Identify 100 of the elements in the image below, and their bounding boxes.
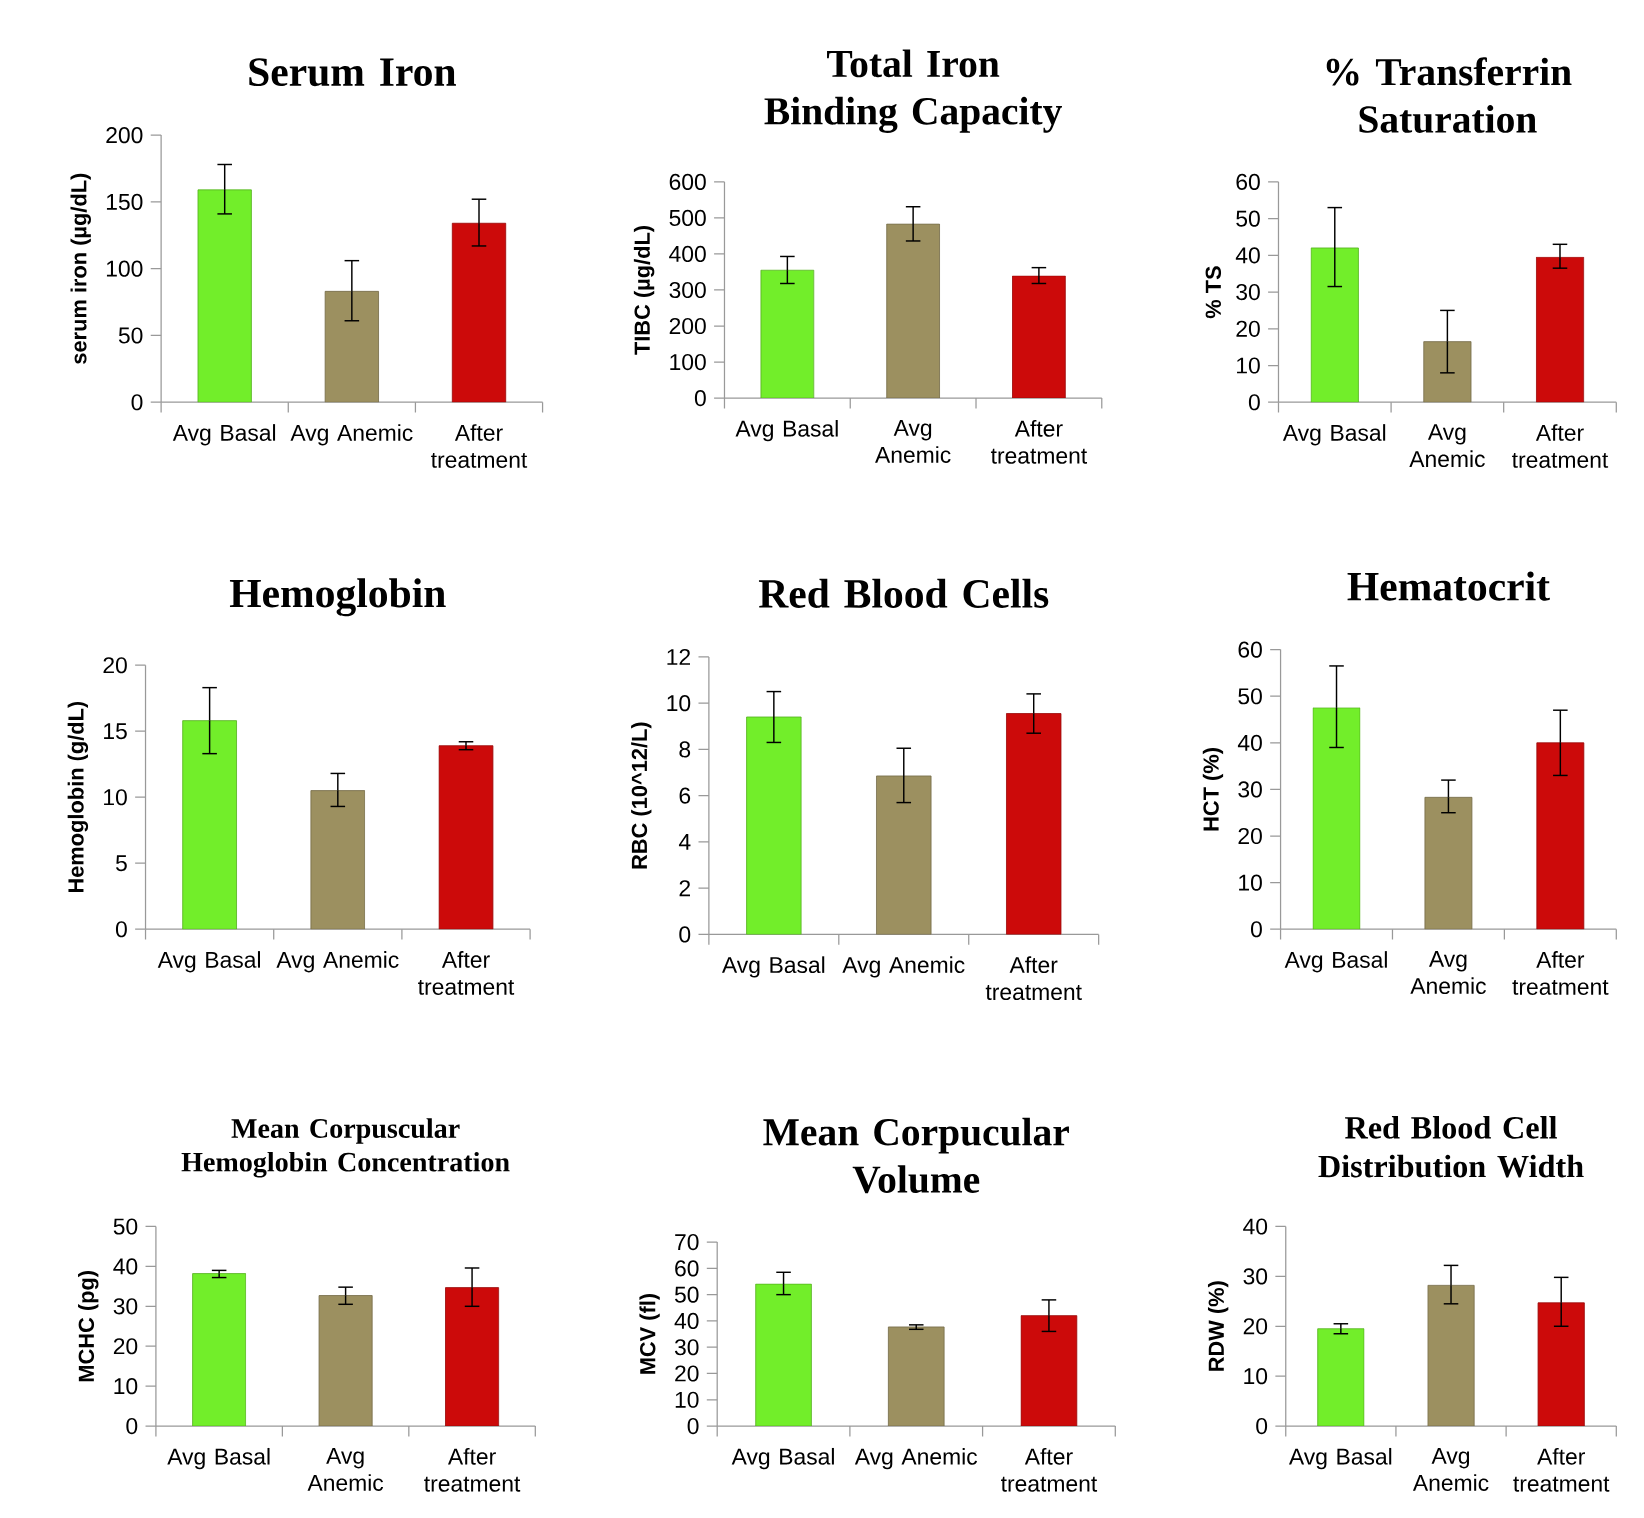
- bar: [1005, 713, 1062, 935]
- bar: [192, 1273, 247, 1427]
- chart-title: % Transferrin Saturation: [1326, 57, 1572, 134]
- y-tick-label: 30: [113, 1298, 138, 1315]
- y-tick-label: 50: [118, 327, 143, 344]
- chart-title: Mean Corpucular Volume: [763, 1118, 1069, 1194]
- chart-title: Red Blood Cell Distribution Width: [1318, 1116, 1584, 1178]
- bar: [310, 790, 366, 930]
- y-tick-label: 30: [1243, 1268, 1268, 1285]
- chart-title: Serum Iron: [249, 58, 456, 87]
- y-tick-label: 400: [669, 246, 706, 263]
- x-tick-label: Avg Basal: [721, 956, 825, 978]
- y-axis-title: % TS: [1205, 266, 1222, 319]
- bar: [1310, 247, 1359, 403]
- bar: [1317, 1328, 1365, 1427]
- y-axis-title: Hemoglobin (g/dL): [67, 702, 89, 893]
- x-tick-label: Avg Basal: [157, 951, 260, 973]
- x-tick-label: After treatment: [418, 951, 515, 996]
- x-tick-label: Avg Anemic: [842, 956, 965, 978]
- x-tick-label: Avg Anemic: [307, 1448, 384, 1492]
- chart-title: Hemoglobin: [229, 578, 446, 617]
- bar: [318, 1295, 373, 1427]
- y-tick-label: 0: [1248, 394, 1260, 411]
- y-tick-label: 100: [106, 260, 143, 277]
- y-tick-label: 60: [1236, 174, 1260, 191]
- y-tick-label: 0: [687, 1418, 699, 1435]
- chart-title: Total Iron Binding Capacity: [764, 49, 1062, 134]
- y-tick-label: 10: [1244, 1368, 1268, 1385]
- y-tick-label: 10: [675, 1391, 699, 1409]
- x-tick-label: Avg Anemic: [1412, 1448, 1489, 1492]
- y-tick-label: 10: [114, 1378, 138, 1395]
- y-tick-label: 20: [113, 1338, 138, 1355]
- y-tick-label: 30: [1236, 284, 1260, 301]
- y-tick-label: 10: [1237, 357, 1260, 374]
- x-tick-label: Avg Anemic: [1410, 951, 1486, 995]
- y-tick-label: 0: [115, 921, 127, 938]
- y-tick-label: 0: [131, 394, 143, 411]
- y-tick-label: 0: [679, 926, 691, 943]
- y-tick-label: 0: [694, 390, 706, 407]
- y-tick-label: 5: [115, 855, 127, 872]
- y-axis-title: TIBC (µg/dL): [633, 226, 655, 356]
- y-tick-label: 50: [674, 1286, 699, 1303]
- x-tick-label: Avg Basal: [172, 424, 276, 446]
- x-tick-label: Avg Anemic: [290, 424, 413, 446]
- y-tick-label: 10: [667, 695, 691, 712]
- bar: [886, 223, 940, 399]
- y-tick-label: 500: [669, 210, 706, 227]
- x-tick-label: Avg Anemic: [854, 1448, 978, 1470]
- y-axis-title: RBC (10^12/L): [631, 722, 652, 869]
- y-axis-title: RDW (%): [1207, 1281, 1229, 1372]
- bar: [1020, 1315, 1078, 1427]
- y-tick-label: 12: [667, 649, 690, 666]
- bar: [1312, 707, 1361, 930]
- y-tick-label: 20: [1243, 1318, 1268, 1335]
- y-tick-label: 50: [1238, 688, 1262, 705]
- y-tick-label: 30: [674, 1339, 699, 1356]
- bar: [1012, 275, 1066, 399]
- y-tick-label: 40: [674, 1313, 699, 1330]
- bar: [197, 189, 252, 403]
- y-tick-label: 40: [113, 1258, 138, 1275]
- chart-title: Red Blood Cells: [758, 578, 1049, 609]
- y-tick-label: 70: [675, 1234, 699, 1251]
- y-tick-label: 40: [1237, 734, 1262, 752]
- y-tick-label: 150: [106, 194, 143, 211]
- x-tick-label: Avg Anemic: [875, 420, 951, 464]
- y-axis-title: MCV (fl): [639, 1294, 660, 1375]
- y-tick-label: 20: [1238, 828, 1262, 845]
- y-tick-label: 0: [126, 1418, 138, 1435]
- y-tick-label: 600: [669, 174, 706, 191]
- y-tick-label: 30: [1238, 781, 1262, 798]
- chart-title: Hematocrit: [1347, 571, 1550, 601]
- y-tick-label: 10: [104, 789, 127, 806]
- x-tick-label: Avg Basal: [1284, 951, 1387, 973]
- x-tick-label: Avg Basal: [735, 420, 838, 442]
- y-tick-label: 0: [1256, 1418, 1268, 1435]
- y-tick-label: 50: [113, 1218, 138, 1235]
- y-tick-label: 8: [679, 741, 691, 758]
- x-tick-label: After treatment: [1512, 951, 1609, 996]
- x-tick-label: After treatment: [985, 956, 1082, 1001]
- y-tick-label: 100: [670, 354, 706, 371]
- x-tick-label: After treatment: [1512, 424, 1609, 469]
- y-axis-title: serum iron (µg/dL): [70, 173, 91, 365]
- bar: [451, 223, 507, 403]
- y-tick-label: 300: [669, 282, 706, 299]
- y-tick-label: 40: [1243, 1218, 1268, 1235]
- x-tick-label: Avg Basal: [1288, 1448, 1392, 1470]
- bar: [438, 745, 494, 930]
- x-tick-label: Avg Basal: [167, 1448, 270, 1470]
- x-tick-label: Avg Basal: [1282, 424, 1386, 446]
- y-tick-label: 2: [679, 880, 690, 897]
- x-tick-label: After treatment: [431, 424, 528, 469]
- y-tick-label: 40: [1235, 247, 1260, 264]
- y-tick-label: 10: [1239, 874, 1262, 891]
- y-tick-label: 20: [103, 657, 127, 674]
- y-tick-label: 60: [675, 1260, 699, 1277]
- y-tick-label: 200: [669, 318, 706, 335]
- y-axis-title: MCHC (pg): [78, 1271, 99, 1382]
- y-axis-title: HCT (%): [1202, 748, 1224, 831]
- x-tick-label: After treatment: [990, 420, 1088, 464]
- x-tick-label: Avg Anemic: [1409, 424, 1485, 468]
